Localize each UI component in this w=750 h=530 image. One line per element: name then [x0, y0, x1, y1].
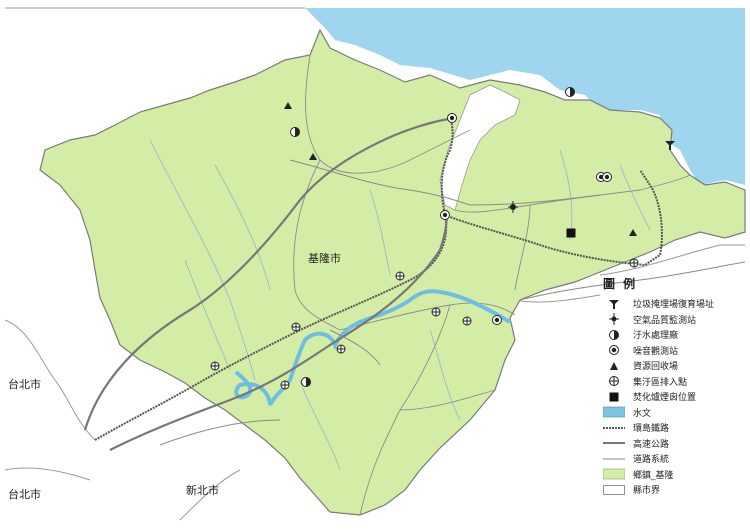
air-monitor-icon [603, 313, 625, 326]
noise-station-icon [492, 315, 502, 325]
road-system [159, 159, 746, 446]
freeway [83, 116, 456, 431]
sewage-plant-icon [290, 127, 300, 137]
legend: 圖 例 垃圾掩埋場復育場址 空氣品質監測站 汙水處理廠 噪音觀測站 資源回收場 … [603, 275, 743, 498]
legend-label: 噪音觀測站 [633, 346, 679, 357]
road-line [603, 453, 625, 465]
discharge-point-icon [629, 258, 639, 268]
legend-label: 高速公路 [633, 439, 670, 450]
township-swatch [603, 468, 625, 480]
sewage-plant-icon [301, 377, 311, 387]
neighbor-label-taipei-2: 台北市 [8, 488, 41, 501]
legend-label: 垃圾掩埋場復育場址 [633, 300, 715, 311]
harbour-area [439, 84, 521, 211]
recycling-icon [629, 229, 637, 236]
city-label: 基隆市 [308, 252, 341, 265]
legend-item: 環島鐵路 [603, 420, 743, 436]
air-monitor-icon [508, 201, 518, 213]
keelung-river [234, 289, 512, 406]
legend-label: 道路系統 [633, 455, 670, 466]
legend-item: 資源回收場 [603, 358, 743, 374]
recycling-icon [284, 102, 292, 109]
legend-item: 垃圾掩埋場復育場址 [603, 296, 743, 312]
discharge-point-icon [280, 380, 290, 390]
legend-label: 集汙區排入點 [633, 377, 688, 388]
legend-item: 集汙區排入點 [603, 374, 743, 390]
legend-label: 焚化爐煙囪位置 [633, 393, 697, 404]
legend-item: 空氣品質監測站 [603, 312, 743, 328]
neighbor-label-newtaipei: 新北市 [186, 484, 219, 497]
freeway-line [603, 437, 625, 449]
county-boundary-swatch [603, 484, 625, 496]
sewage-plant-icon [565, 87, 575, 97]
noise-station-icon [447, 113, 457, 123]
discharge-point-icon [603, 375, 625, 387]
discharge-point-icon [210, 361, 220, 371]
railway-branch [444, 169, 663, 267]
railway [94, 114, 454, 441]
discharge-point-icon [336, 344, 346, 354]
railway-line [603, 422, 625, 434]
legend-label: 環島鐵路 [633, 424, 670, 435]
legend-item: 噪音觀測站 [603, 343, 743, 359]
noise-station-icon [603, 344, 625, 356]
incinerator-icon [566, 228, 576, 238]
recycling-icon [603, 360, 625, 372]
legend-label: 鄉鎮_基隆 [633, 470, 674, 481]
neighbor-label-taipei-1: 台北市 [8, 378, 41, 391]
legend-label: 資源回收場 [633, 362, 679, 373]
district-boundaries [293, 54, 691, 516]
freeway-2 [109, 209, 448, 451]
legend-label: 空氣品質監測站 [633, 315, 697, 326]
discharge-point-icon [395, 271, 405, 281]
legend-item: 高速公路 [603, 436, 743, 452]
landfill-icon [603, 298, 625, 310]
hydrology-swatch [603, 406, 625, 418]
legend-item: 汙水處理廠 [603, 327, 743, 343]
legend-title: 圖 例 [603, 277, 638, 291]
recycling-icon [309, 153, 317, 160]
legend-item: 焚化爐煙囪位置 [603, 389, 743, 405]
neighbor-boundary [4, 7, 745, 521]
noise-station-icon [440, 210, 450, 220]
incinerator-icon [603, 391, 625, 403]
legend-item: 鄉鎮_基隆 [603, 467, 743, 483]
poi-markers [210, 87, 675, 390]
discharge-point-icon [431, 307, 441, 317]
keelung-land [39, 28, 746, 516]
discharge-point-icon [291, 322, 301, 332]
legend-label: 汙水處理廠 [633, 331, 679, 342]
legend-item: 縣市界 [603, 482, 743, 498]
noise-station-icon [602, 172, 612, 182]
legend-item: 道路系統 [603, 451, 743, 467]
sea-area [305, 8, 745, 185]
legend-item: 水文 [603, 405, 743, 421]
legend-label: 水文 [633, 408, 652, 419]
legend-label: 縣市界 [633, 486, 661, 497]
landfill-icon [665, 141, 675, 150]
sewage-plant-icon [603, 329, 625, 341]
discharge-point-icon [462, 316, 472, 326]
